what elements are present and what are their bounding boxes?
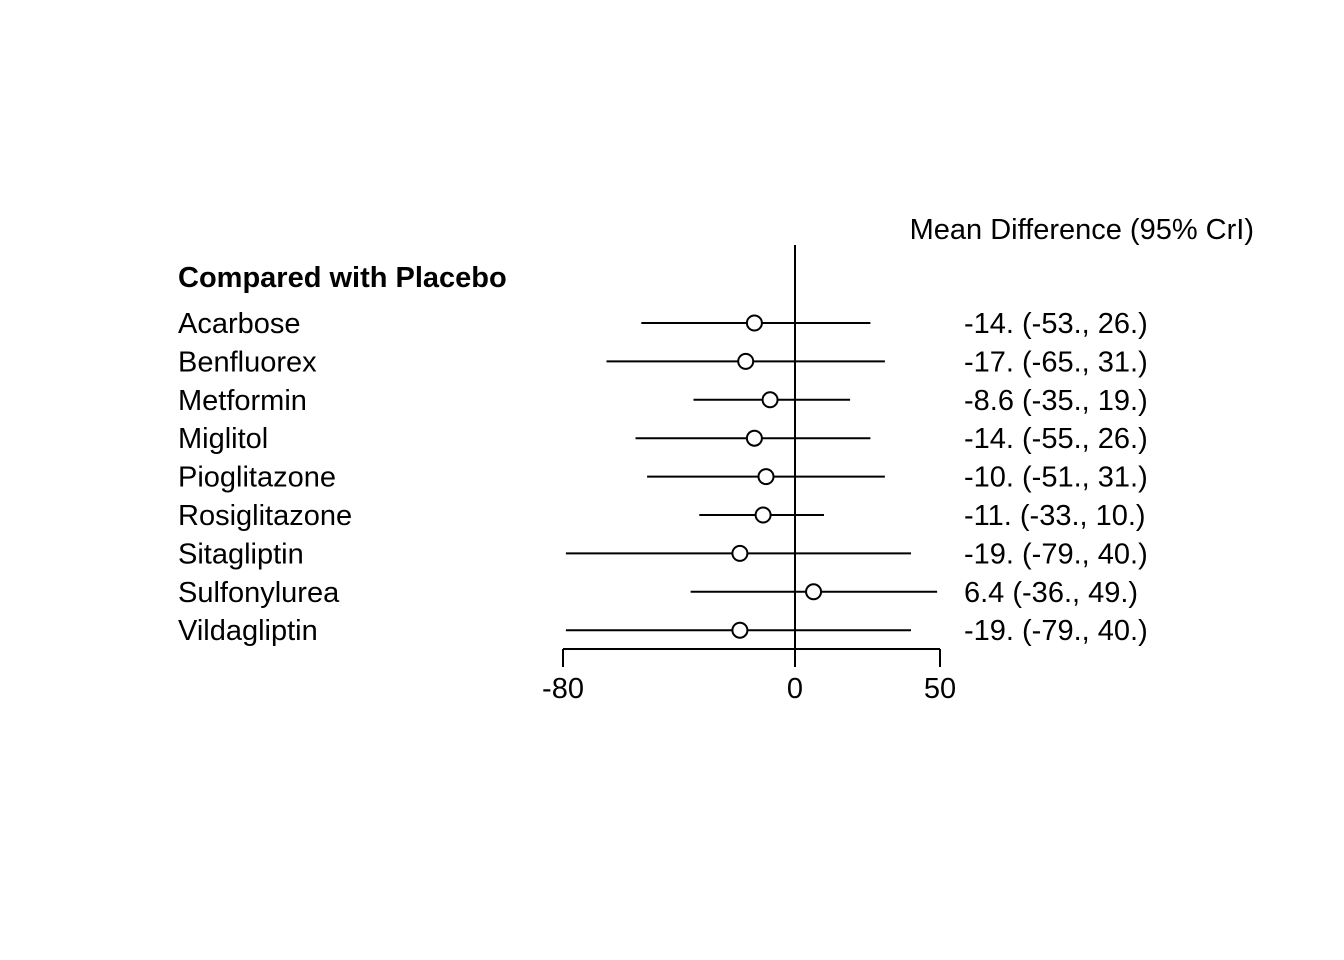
forest-row: Vildagliptin -19. (-79., 40.) <box>178 615 1148 647</box>
x-tick-label: 0 <box>787 673 803 705</box>
estimate-point <box>745 429 763 447</box>
forest-row: Benfluorex -17. (-65., 31.) <box>178 346 1148 378</box>
estimate-point <box>805 583 823 601</box>
row-value: -14. (-55., 26.) <box>964 423 1148 455</box>
row-value: -14. (-53., 26.) <box>964 308 1148 340</box>
forest-row: Rosiglitazone -11. (-33., 10.) <box>178 500 1146 532</box>
column-header: Mean Difference (95% CrI) <box>910 214 1254 246</box>
row-label: Miglitol <box>178 423 268 455</box>
estimate-point <box>731 544 749 562</box>
row-label: Acarbose <box>178 308 301 340</box>
group-label: Compared with Placebo <box>178 262 507 294</box>
row-value: -11. (-33., 10.) <box>964 500 1146 532</box>
row-label: Vildagliptin <box>178 615 318 647</box>
forest-row: Sitagliptin -19. (-79., 40.) <box>178 538 1148 570</box>
estimate-point <box>761 391 779 409</box>
row-label: Sulfonylurea <box>178 577 340 609</box>
estimate-point <box>745 314 763 332</box>
row-label: Metformin <box>178 385 307 417</box>
forest-row: Miglitol -14. (-55., 26.) <box>178 423 1148 455</box>
row-label: Benfluorex <box>178 346 317 378</box>
estimate-point <box>754 506 772 524</box>
row-label: Pioglitazone <box>178 462 336 494</box>
forest-row: Pioglitazone -10. (-51., 31.) <box>178 462 1148 494</box>
estimate-point <box>737 352 755 370</box>
row-value: -10. (-51., 31.) <box>964 462 1148 494</box>
x-tick-label: 50 <box>924 673 956 705</box>
estimate-point <box>757 468 775 486</box>
row-label: Rosiglitazone <box>178 500 352 532</box>
x-tick-label: -80 <box>542 673 584 705</box>
row-value: 6.4 (-36., 49.) <box>964 577 1138 609</box>
forest-row: Sulfonylurea 6.4 (-36., 49.) <box>178 577 1138 609</box>
forest-row: Acarbose -14. (-53., 26.) <box>178 308 1148 340</box>
row-value: -17. (-65., 31.) <box>964 346 1148 378</box>
row-value: -19. (-79., 40.) <box>964 538 1148 570</box>
forest-row: Metformin -8.6 (-35., 19.) <box>178 385 1148 417</box>
row-label: Sitagliptin <box>178 538 304 570</box>
estimate-point <box>731 621 749 639</box>
row-value: -19. (-79., 40.) <box>964 615 1148 647</box>
rows-group: Acarbose -14. (-53., 26.) Benfluorex -17. (… <box>178 308 1148 647</box>
row-value: -8.6 (-35., 19.) <box>964 385 1148 417</box>
x-axis: -80 0 50 <box>542 648 956 705</box>
